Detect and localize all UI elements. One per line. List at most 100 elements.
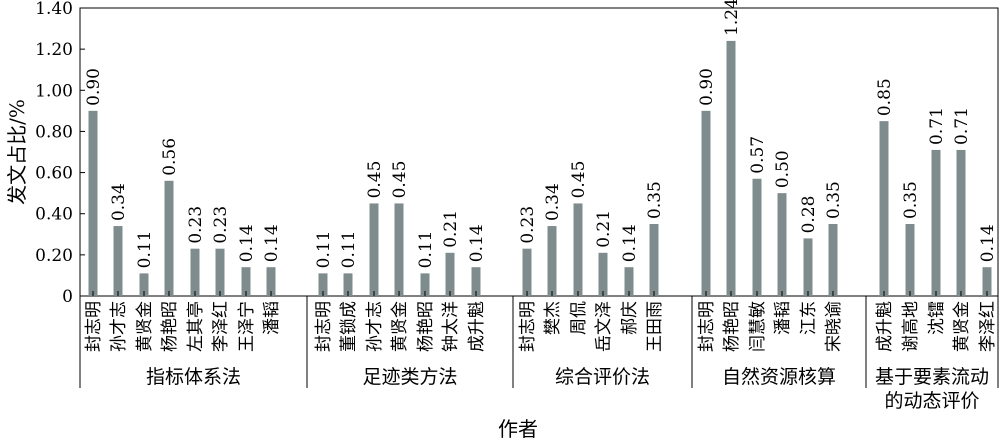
category-label: 成升魁 [875,301,895,352]
bar [701,110,711,296]
bar-value-label: 0.14 [467,224,487,262]
bar-value-label: 0.11 [135,231,155,269]
bar [88,110,98,296]
category-label: 封志明 [697,301,717,352]
bar-value-label: 0.35 [645,181,665,219]
bar-value-label: 0.21 [441,210,461,248]
category-label: 江东 [799,301,819,335]
group-label: 自然资源核算 [722,366,836,388]
category-label: 成升魁 [467,301,487,352]
bar [931,149,941,296]
category-label: 孙才志 [365,301,385,352]
bar [522,248,532,296]
group-label: 足迹类方法 [362,366,457,388]
bar-value-label: 0.23 [518,206,538,244]
bar [956,149,966,296]
bar [369,203,379,296]
bar [879,121,889,297]
bar-value-label: 0.11 [339,231,359,269]
y-tick-label: 0.80 [35,122,73,142]
bar-value-label: 0.45 [365,161,385,199]
category-label: 左其亭 [186,301,206,352]
bar-value-label: 0.14 [262,224,282,262]
bar-value-label: 0.23 [211,206,231,244]
category-label: 杨艳昭 [160,301,180,352]
category-label: 黄贤金 [952,301,972,352]
bar [113,226,123,296]
group-label: 指标体系法 [146,366,241,388]
x-axis-title: 作者 [498,417,538,441]
category-label: 黄贤金 [390,301,410,352]
bar [547,226,557,296]
bar [318,273,328,296]
category-label: 闫慧敏 [748,301,768,352]
bar [420,273,430,296]
category-label: 谢高地 [901,301,921,352]
bar [139,273,149,296]
category-label: 宋晓谕 [824,301,844,352]
bar [343,273,353,296]
bar-value-label: 0.45 [569,161,589,199]
bar [445,252,455,296]
bar-value-label: 0.11 [314,231,334,269]
bar-value-label: 0.90 [84,68,104,106]
bar [241,267,251,296]
bar [598,252,608,296]
category-label: 李泽红 [211,301,231,352]
bar-value-label: 0.11 [416,231,436,269]
category-label: 封志明 [518,301,538,352]
bar-value-label: 0.14 [978,224,998,262]
bar-value-label: 1.24 [722,0,742,36]
bar [982,267,992,296]
bar [828,224,838,296]
bar [573,203,583,296]
bar [215,248,225,296]
category-label: 郝庆 [620,301,640,335]
bar-value-label: 0.57 [748,136,768,174]
bar [649,224,659,296]
group-label: 综合评价法 [555,366,650,388]
bar [777,193,787,296]
group-label: 基于要素流动的动态评价 [875,366,989,412]
bar-value-label: 0.85 [875,78,895,116]
category-label: 周侃 [569,301,589,335]
category-label: 樊杰 [543,301,563,335]
bar-value-label: 0.21 [594,210,614,248]
bar-value-label: 0.45 [390,161,410,199]
bar [164,180,174,296]
category-label: 潘韬 [773,301,793,335]
category-label: 杨艳昭 [722,301,742,352]
bar-value-label: 0.71 [927,107,947,145]
bar [803,238,813,296]
bar [752,178,762,296]
bar [394,203,404,296]
category-label: 王泽宁 [237,301,257,352]
category-label: 封志明 [314,301,334,352]
category-label: 李泽红 [978,301,998,352]
bar-value-label: 0.23 [186,206,206,244]
bar-value-label: 0.34 [543,183,563,221]
category-label: 封志明 [84,301,104,352]
category-label: 岳文泽 [594,301,614,352]
bar [905,224,915,296]
y-tick-label: 0.40 [35,205,73,225]
category-label: 潘韬 [262,301,282,335]
bar-value-label: 0.34 [109,183,129,221]
bar-value-label: 0.71 [952,107,972,145]
y-axis-title: 发文占比/% [5,99,29,205]
category-label: 王田雨 [645,301,665,352]
category-label: 黄贤金 [135,301,155,352]
category-label: 孙才志 [109,301,129,352]
category-label: 钟太洋 [441,301,461,352]
bar [471,267,481,296]
y-tick-label: 0.60 [35,164,73,184]
y-tick-label: 1.20 [35,40,73,60]
bar-value-label: 0.56 [160,138,180,176]
bar-value-label: 0.90 [697,68,717,106]
bar [624,267,634,296]
category-label: 杨艳昭 [416,301,436,352]
bar-value-label: 0.50 [773,150,793,188]
category-label: 董锁成 [339,301,359,352]
